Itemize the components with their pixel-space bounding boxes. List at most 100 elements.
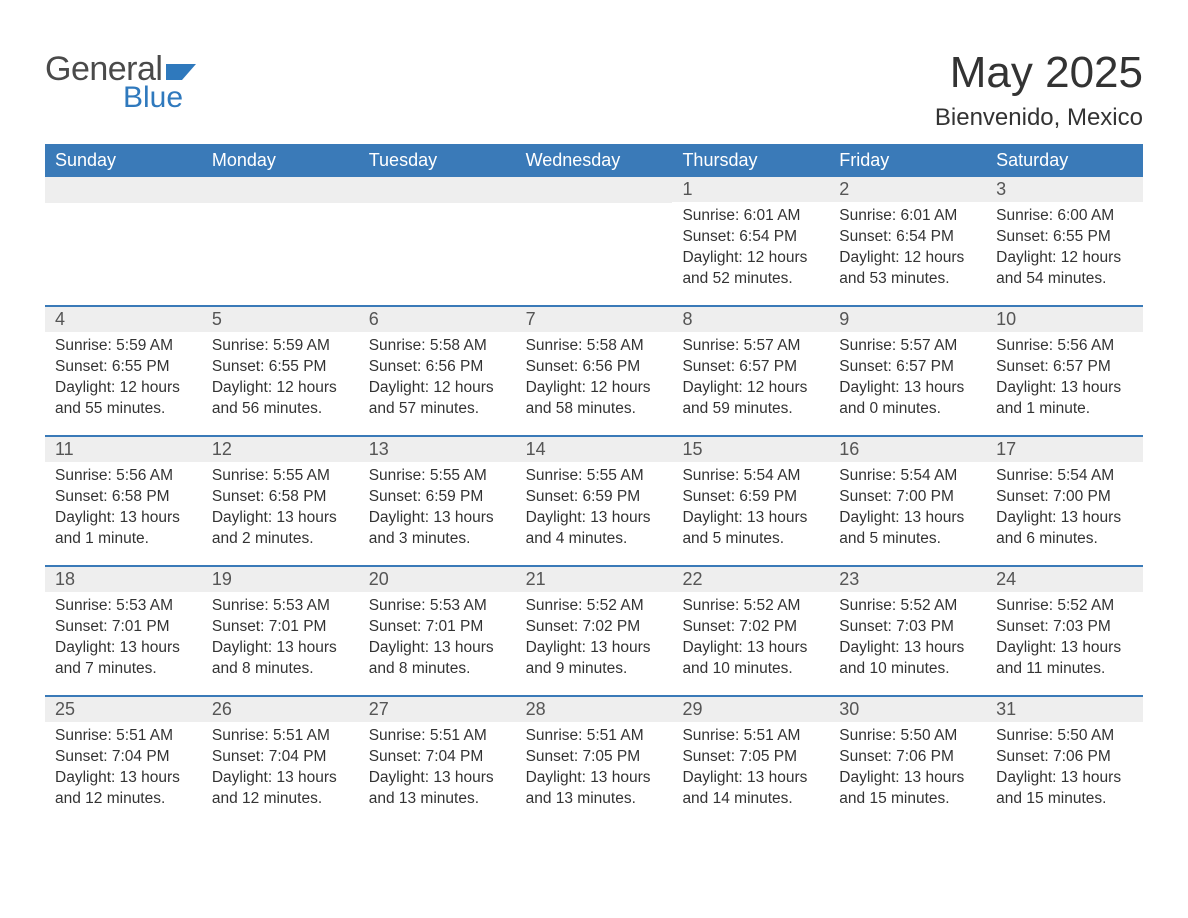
daylight-line: Daylight: 13 hours and 15 minutes.: [839, 768, 976, 810]
sunset-line: Sunset: 6:57 PM: [682, 357, 819, 378]
sunset-line: Sunset: 7:06 PM: [839, 747, 976, 768]
day-number: 12: [202, 437, 359, 462]
sunset-line: Sunset: 6:54 PM: [682, 227, 819, 248]
weekday-header: Wednesday: [516, 144, 673, 177]
weekday-header: Tuesday: [359, 144, 516, 177]
day-number: [516, 177, 673, 203]
calendar-week: 25Sunrise: 5:51 AMSunset: 7:04 PMDayligh…: [45, 695, 1143, 825]
day-details: Sunrise: 5:51 AMSunset: 7:04 PMDaylight:…: [45, 722, 202, 818]
sunset-line: Sunset: 6:55 PM: [996, 227, 1133, 248]
day-number: 18: [45, 567, 202, 592]
daylight-line: Daylight: 13 hours and 8 minutes.: [212, 638, 349, 680]
sunset-line: Sunset: 6:59 PM: [526, 487, 663, 508]
sunset-line: Sunset: 7:04 PM: [212, 747, 349, 768]
day-details: Sunrise: 5:55 AMSunset: 6:58 PMDaylight:…: [202, 462, 359, 558]
calendar-day: [202, 177, 359, 305]
sunrise-line: Sunrise: 5:52 AM: [839, 596, 976, 617]
calendar-day: 22Sunrise: 5:52 AMSunset: 7:02 PMDayligh…: [672, 567, 829, 695]
day-number: 10: [986, 307, 1143, 332]
sunrise-line: Sunrise: 5:59 AM: [55, 336, 192, 357]
day-number: [202, 177, 359, 203]
day-details: Sunrise: 5:53 AMSunset: 7:01 PMDaylight:…: [202, 592, 359, 688]
sunrise-line: Sunrise: 5:51 AM: [682, 726, 819, 747]
sunset-line: Sunset: 6:59 PM: [369, 487, 506, 508]
day-details: Sunrise: 5:51 AMSunset: 7:05 PMDaylight:…: [516, 722, 673, 818]
daylight-line: Daylight: 12 hours and 59 minutes.: [682, 378, 819, 420]
day-number: 28: [516, 697, 673, 722]
calendar-day: 2Sunrise: 6:01 AMSunset: 6:54 PMDaylight…: [829, 177, 986, 305]
daylight-line: Daylight: 13 hours and 1 minute.: [996, 378, 1133, 420]
day-number: 27: [359, 697, 516, 722]
day-number: 1: [672, 177, 829, 202]
sunrise-line: Sunrise: 5:54 AM: [996, 466, 1133, 487]
day-details: Sunrise: 5:54 AMSunset: 7:00 PMDaylight:…: [986, 462, 1143, 558]
day-number: 22: [672, 567, 829, 592]
calendar-day: 16Sunrise: 5:54 AMSunset: 7:00 PMDayligh…: [829, 437, 986, 565]
sunrise-line: Sunrise: 5:57 AM: [839, 336, 976, 357]
sunset-line: Sunset: 6:56 PM: [526, 357, 663, 378]
sunrise-line: Sunrise: 5:53 AM: [55, 596, 192, 617]
daylight-line: Daylight: 13 hours and 10 minutes.: [682, 638, 819, 680]
day-details: Sunrise: 5:52 AMSunset: 7:02 PMDaylight:…: [516, 592, 673, 688]
weekday-header: Sunday: [45, 144, 202, 177]
daylight-line: Daylight: 13 hours and 4 minutes.: [526, 508, 663, 550]
day-number: 23: [829, 567, 986, 592]
title-block: May 2025 Bienvenido, Mexico: [935, 30, 1143, 132]
sunrise-line: Sunrise: 5:54 AM: [839, 466, 976, 487]
daylight-line: Daylight: 13 hours and 0 minutes.: [839, 378, 976, 420]
day-details: Sunrise: 5:58 AMSunset: 6:56 PMDaylight:…: [359, 332, 516, 428]
calendar-day: 29Sunrise: 5:51 AMSunset: 7:05 PMDayligh…: [672, 697, 829, 825]
daylight-line: Daylight: 13 hours and 3 minutes.: [369, 508, 506, 550]
daylight-line: Daylight: 13 hours and 8 minutes.: [369, 638, 506, 680]
sunset-line: Sunset: 7:02 PM: [526, 617, 663, 638]
day-details: Sunrise: 5:51 AMSunset: 7:04 PMDaylight:…: [359, 722, 516, 818]
day-number: 26: [202, 697, 359, 722]
daylight-line: Daylight: 12 hours and 56 minutes.: [212, 378, 349, 420]
sunrise-line: Sunrise: 5:52 AM: [526, 596, 663, 617]
calendar-day: 9Sunrise: 5:57 AMSunset: 6:57 PMDaylight…: [829, 307, 986, 435]
sunset-line: Sunset: 6:57 PM: [839, 357, 976, 378]
daylight-line: Daylight: 13 hours and 13 minutes.: [526, 768, 663, 810]
day-details: Sunrise: 5:59 AMSunset: 6:55 PMDaylight:…: [45, 332, 202, 428]
daylight-line: Daylight: 12 hours and 58 minutes.: [526, 378, 663, 420]
daylight-line: Daylight: 12 hours and 57 minutes.: [369, 378, 506, 420]
daylight-line: Daylight: 13 hours and 15 minutes.: [996, 768, 1133, 810]
daylight-line: Daylight: 13 hours and 6 minutes.: [996, 508, 1133, 550]
calendar-day: 18Sunrise: 5:53 AMSunset: 7:01 PMDayligh…: [45, 567, 202, 695]
day-number: 15: [672, 437, 829, 462]
day-details: Sunrise: 5:55 AMSunset: 6:59 PMDaylight:…: [359, 462, 516, 558]
calendar-day: 25Sunrise: 5:51 AMSunset: 7:04 PMDayligh…: [45, 697, 202, 825]
sunset-line: Sunset: 6:55 PM: [212, 357, 349, 378]
sunset-line: Sunset: 7:01 PM: [55, 617, 192, 638]
calendar: SundayMondayTuesdayWednesdayThursdayFrid…: [45, 144, 1143, 825]
day-number: 6: [359, 307, 516, 332]
calendar-day: 30Sunrise: 5:50 AMSunset: 7:06 PMDayligh…: [829, 697, 986, 825]
sunset-line: Sunset: 6:56 PM: [369, 357, 506, 378]
day-details: Sunrise: 5:53 AMSunset: 7:01 PMDaylight:…: [359, 592, 516, 688]
day-details: Sunrise: 5:51 AMSunset: 7:05 PMDaylight:…: [672, 722, 829, 818]
sunrise-line: Sunrise: 6:01 AM: [839, 206, 976, 227]
calendar-day: 1Sunrise: 6:01 AMSunset: 6:54 PMDaylight…: [672, 177, 829, 305]
day-number: 7: [516, 307, 673, 332]
calendar-day: 20Sunrise: 5:53 AMSunset: 7:01 PMDayligh…: [359, 567, 516, 695]
sunrise-line: Sunrise: 5:55 AM: [369, 466, 506, 487]
sunset-line: Sunset: 6:54 PM: [839, 227, 976, 248]
day-number: 16: [829, 437, 986, 462]
calendar-day: 28Sunrise: 5:51 AMSunset: 7:05 PMDayligh…: [516, 697, 673, 825]
day-number: [359, 177, 516, 203]
day-details: Sunrise: 5:52 AMSunset: 7:03 PMDaylight:…: [829, 592, 986, 688]
sunset-line: Sunset: 7:00 PM: [996, 487, 1133, 508]
daylight-line: Daylight: 13 hours and 5 minutes.: [682, 508, 819, 550]
calendar-day: 14Sunrise: 5:55 AMSunset: 6:59 PMDayligh…: [516, 437, 673, 565]
weekday-header: Saturday: [986, 144, 1143, 177]
day-number: 14: [516, 437, 673, 462]
weekday-header: Friday: [829, 144, 986, 177]
sunset-line: Sunset: 6:55 PM: [55, 357, 192, 378]
calendar-day: 10Sunrise: 5:56 AMSunset: 6:57 PMDayligh…: [986, 307, 1143, 435]
calendar-day: [359, 177, 516, 305]
calendar-day: 26Sunrise: 5:51 AMSunset: 7:04 PMDayligh…: [202, 697, 359, 825]
day-number: 21: [516, 567, 673, 592]
day-number: 20: [359, 567, 516, 592]
calendar-day: 13Sunrise: 5:55 AMSunset: 6:59 PMDayligh…: [359, 437, 516, 565]
day-details: Sunrise: 5:54 AMSunset: 6:59 PMDaylight:…: [672, 462, 829, 558]
